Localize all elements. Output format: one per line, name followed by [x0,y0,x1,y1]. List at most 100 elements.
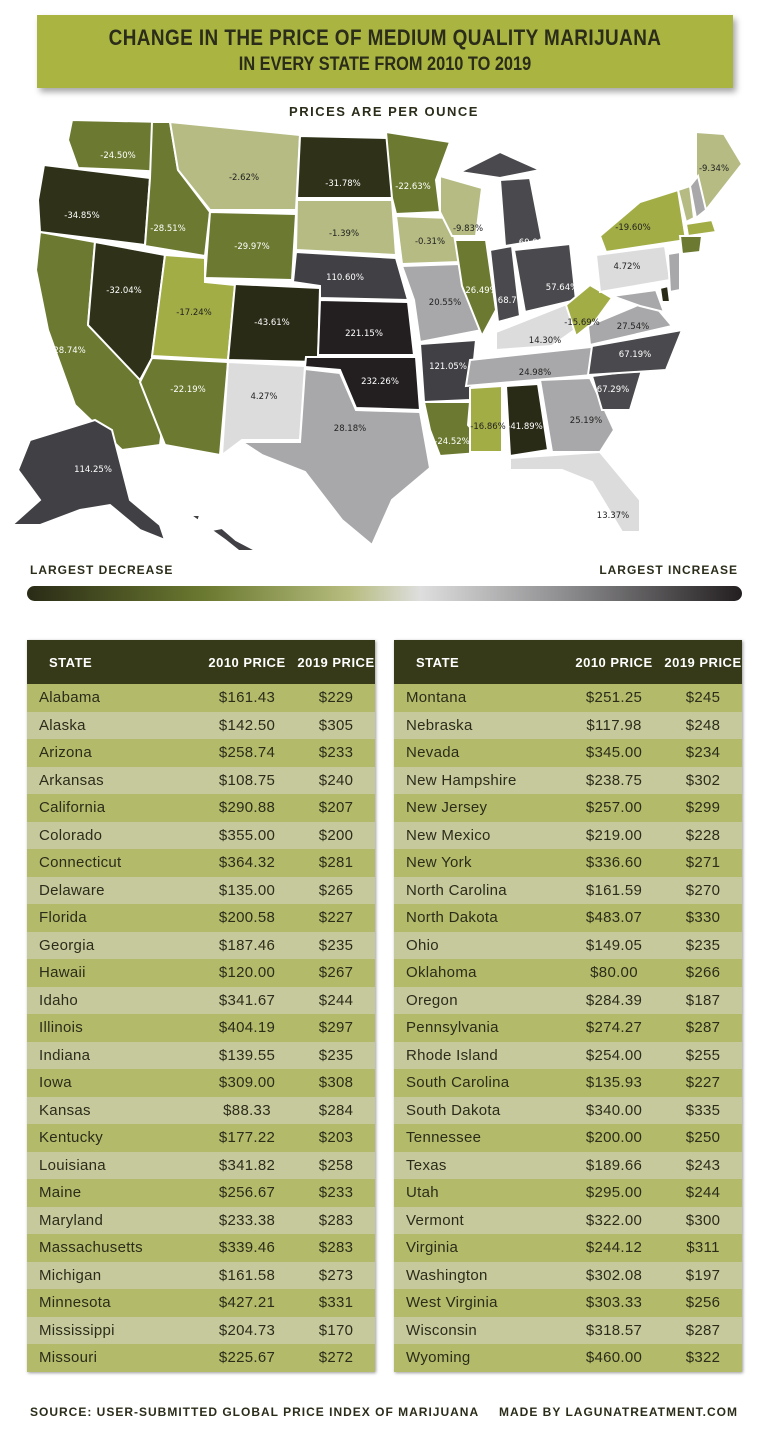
state-name: West Virginia [406,1294,498,1312]
state-name: Maryland [39,1211,104,1229]
price-2019: $266 [685,964,721,982]
state-label-ny: -19.60% [615,223,650,233]
state-name: Massachusetts [39,1239,143,1257]
state-label-ks: 221.15% [345,329,383,339]
price-2019: $311 [686,1239,720,1257]
state-name: Arizona [39,744,92,762]
state-oh [512,242,578,314]
price-2019: $299 [685,799,721,817]
state-name: New Hampshire [406,771,517,789]
state-ne [291,250,410,302]
price-2019: $322 [685,1349,721,1367]
state-label-nm: 4.27% [250,392,277,402]
price-2010: $309.00 [218,1074,276,1092]
table-row: Nevada $345.00 $234 [394,739,742,767]
state-ks [316,298,416,356]
state-label-mi: 69.00% [519,238,551,248]
table-row: North Carolina $161.59 $270 [394,876,742,904]
state-ma [684,218,718,238]
price-2010: $345.00 [585,744,643,762]
state-label-oh: 57.64% [546,283,578,293]
table-row: Alabama $161.43 $229 [27,684,375,712]
state-name: Vermont [406,1211,464,1229]
price-2019: $272 [318,1349,354,1367]
table-row: Arkansas $108.75 $240 [27,766,375,794]
price-2019: $335 [685,1101,721,1119]
price-2019: $227 [318,909,354,927]
state-ct [678,235,704,256]
state-label-nv: -32.04% [106,286,141,296]
state-name: Louisiana [39,1156,106,1174]
state-name: Maine [39,1184,82,1202]
price-2010: $117.98 [586,716,642,734]
price-2010: $189.66 [585,1156,643,1174]
state-label-wi: -9.83% [453,224,483,234]
price-2010: $204.73 [218,1321,276,1339]
price-2010: $460.00 [585,1349,643,1367]
price-2019: $244 [318,991,354,1009]
header-2010: 2010 PRICE [575,654,653,670]
state-name: Utah [406,1184,439,1202]
state-wv [564,283,614,338]
state-hi [186,514,257,550]
price-2019: $297 [318,1019,354,1037]
table-row: Montana $251.25 $245 [394,684,742,712]
price-2010: $238.75 [585,771,643,789]
table-row: Alaska $142.50 $305 [27,711,375,739]
table-row: Colorado $355.00 $200 [27,821,375,849]
table-row: Iowa $309.00 $308 [27,1069,375,1097]
state-label-in: 68.71% [498,296,530,306]
price-2019: $271 [685,854,721,872]
state-name: Alaska [39,716,86,734]
table-row: Missouri $225.67 $272 [27,1344,375,1372]
price-2010: $88.33 [223,1101,271,1119]
state-label-ut: -17.24% [176,308,211,318]
price-2010: $254.00 [585,1046,643,1064]
table-row: Vermont $322.00 $300 [394,1206,742,1234]
price-2019: $308 [318,1074,354,1092]
price-2019: $281 [318,854,354,872]
table-row: Arizona $258.74 $233 [27,739,375,767]
state-label-ca: -28.74% [50,346,85,356]
state-name: Nebraska [406,716,473,734]
state-label-co: -43.61% [254,318,289,328]
table-row: Illinois $404.19 $297 [27,1014,375,1042]
table-row: New York $336.60 $271 [394,849,742,877]
header-2019: 2019 PRICE [664,654,742,670]
state-label-wv: -15.69% [564,318,599,328]
table-row: New Jersey $257.00 $299 [394,794,742,822]
state-in [488,244,522,324]
state-sd [294,199,398,257]
table-row: Tennessee $200.00 $250 [394,1124,742,1152]
state-name: Virginia [406,1239,459,1257]
state-name: Arkansas [39,771,104,789]
state-name: Florida [39,909,87,927]
price-2019: $197 [685,1266,721,1284]
price-2010: $108.75 [218,771,276,789]
price-2010: $120.00 [218,964,276,982]
state-name: Nevada [406,744,460,762]
table-row: Kentucky $177.22 $203 [27,1124,375,1152]
price-2010: $149.05 [585,936,643,954]
table-row: Pennsylvania $274.27 $287 [394,1014,742,1042]
state-name: Tennessee [406,1129,482,1147]
us-choropleth-map: -24.50% -34.85% -28.74% -32.04% -28.51% -2.62… [9,118,744,550]
state-label-ga: 25.19% [570,416,602,426]
title-banner: CHANGE IN THE PRICE OF MEDIUM QUALITY MA… [37,15,733,88]
state-label-va: 27.54% [617,322,649,332]
table-row: Florida $200.58 $227 [27,904,375,932]
price-2019: $228 [685,826,721,844]
credit-note: MADE BY LAGUNATREATMENT.COM [499,1405,738,1419]
state-de [658,284,672,303]
state-ga [538,376,616,453]
state-va [586,298,674,347]
table-row: Mississippi $204.73 $170 [27,1316,375,1344]
price-2010: $258.74 [218,744,276,762]
price-2010: $257.00 [585,799,643,817]
table-row: Indiana $139.55 $235 [27,1041,375,1069]
price-2010: $318.57 [585,1321,643,1339]
price-2010: $244.12 [585,1239,643,1257]
price-2010: $339.46 [218,1239,276,1257]
price-2010: $340.00 [585,1101,643,1119]
price-2019: $233 [318,744,354,762]
